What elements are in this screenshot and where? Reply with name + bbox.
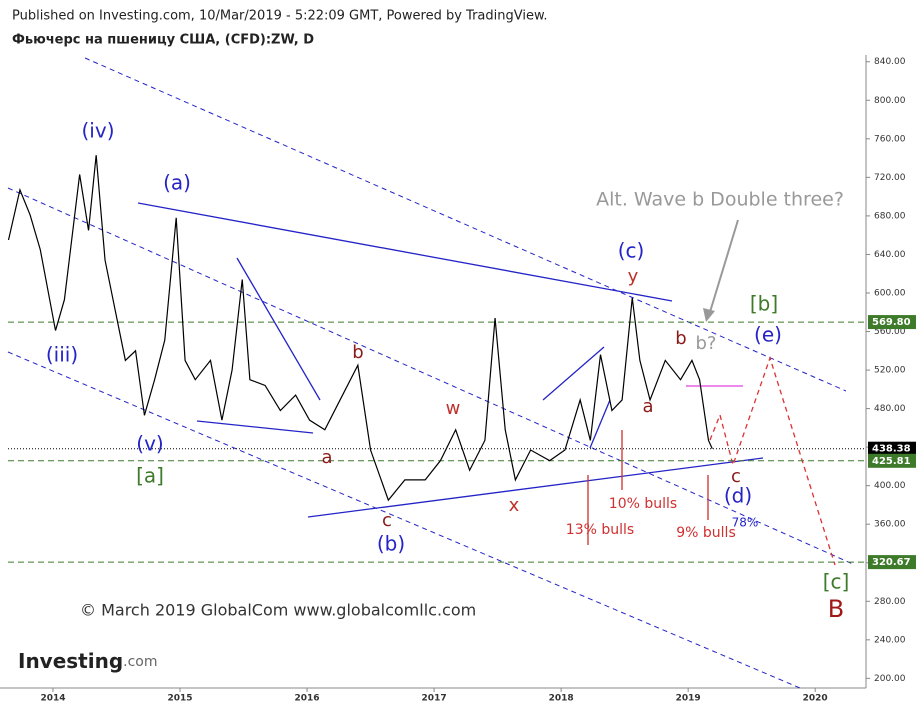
projection <box>709 355 836 566</box>
level-label: 569.80 <box>872 317 911 328</box>
logo: Investing.com <box>18 649 158 673</box>
wave-label: B <box>828 595 844 623</box>
wave-label: (iv) <box>82 119 115 143</box>
wave-label: w <box>446 398 461 419</box>
trendlines <box>7 57 856 689</box>
level-label: 438.38 <box>872 444 911 455</box>
y-tick-label: 520.00 <box>874 366 906 376</box>
arrow <box>703 219 739 322</box>
y-tick-label: 400.00 <box>874 481 906 491</box>
bull-markers <box>587 430 709 545</box>
wave-label: (d) <box>724 484 752 508</box>
wave-label: a <box>642 396 653 417</box>
wave-label: (e) <box>754 323 782 347</box>
y-tick-label: 800.00 <box>874 96 906 106</box>
x-tick-label: 2015 <box>167 694 192 704</box>
wave-label: x <box>509 495 520 516</box>
wave-label: [b] <box>750 292 778 316</box>
x-tick-label: 2020 <box>803 694 828 704</box>
level-tag <box>868 555 916 570</box>
wave-label: b <box>675 328 686 349</box>
level-tag <box>868 441 916 456</box>
y-tick-label: 200.00 <box>874 674 906 684</box>
wave-label: 78% <box>732 516 759 530</box>
x-tick-label: 2016 <box>295 694 320 704</box>
wave-label: Alt. Wave b Double three? <box>596 189 844 211</box>
x-tick-label: 2019 <box>676 694 701 704</box>
y-tick-label: 680.00 <box>874 211 906 221</box>
wave-label: c <box>731 466 741 487</box>
level-label: 320.67 <box>872 557 911 568</box>
wave-label: a <box>321 447 332 468</box>
wave-label: (v) <box>136 432 163 456</box>
wave-label: 9% bulls <box>676 525 736 541</box>
level-label: 425.81 <box>872 456 911 467</box>
y-tick-label: 720.00 <box>874 173 906 183</box>
wave-label: (iii) <box>46 343 78 367</box>
wave-label: (a) <box>163 171 191 195</box>
y-tick-label: 640.00 <box>874 250 906 260</box>
y-tick-label: 560.00 <box>874 327 906 337</box>
y-tick-label: 360.00 <box>874 520 906 530</box>
wave-label: c <box>382 510 392 531</box>
wave-label: y <box>628 266 639 287</box>
logo-suffix: .com <box>123 654 157 670</box>
wave-label: 10% bulls <box>609 496 677 512</box>
y-tick-label: 240.00 <box>874 635 906 645</box>
chart-subtitle: Published on Investing.com, 10/Mar/2019 … <box>12 9 548 24</box>
chart-title: Фьючерс на пшеницу США, (CFD):ZW, D <box>12 33 314 48</box>
price-line <box>7 155 713 502</box>
x-tick-label: 2017 <box>422 694 447 704</box>
y-tick-label: 280.00 <box>874 597 906 607</box>
y-tick-label: 840.00 <box>874 57 906 67</box>
level-tag <box>868 453 916 468</box>
x-tick-label: 2018 <box>549 694 574 704</box>
level-tag <box>868 315 916 330</box>
wave-label: [a] <box>136 464 164 488</box>
y-tick-label: 480.00 <box>874 404 906 414</box>
wave-label: [c] <box>823 570 850 594</box>
y-tick-label: 760.00 <box>874 134 906 144</box>
y-tick-label: 600.00 <box>874 288 906 298</box>
wave-label: b <box>352 342 363 363</box>
wave-label: b? <box>696 333 717 354</box>
wave-label: (c) <box>618 239 645 263</box>
wave-label: (b) <box>377 532 405 556</box>
wave-label: 13% bulls <box>566 522 634 538</box>
logo-name: Investing <box>18 649 123 673</box>
watermark: © March 2019 GlobalCom www.globalcomllc.… <box>80 601 476 620</box>
x-tick-label: 2014 <box>40 694 65 704</box>
